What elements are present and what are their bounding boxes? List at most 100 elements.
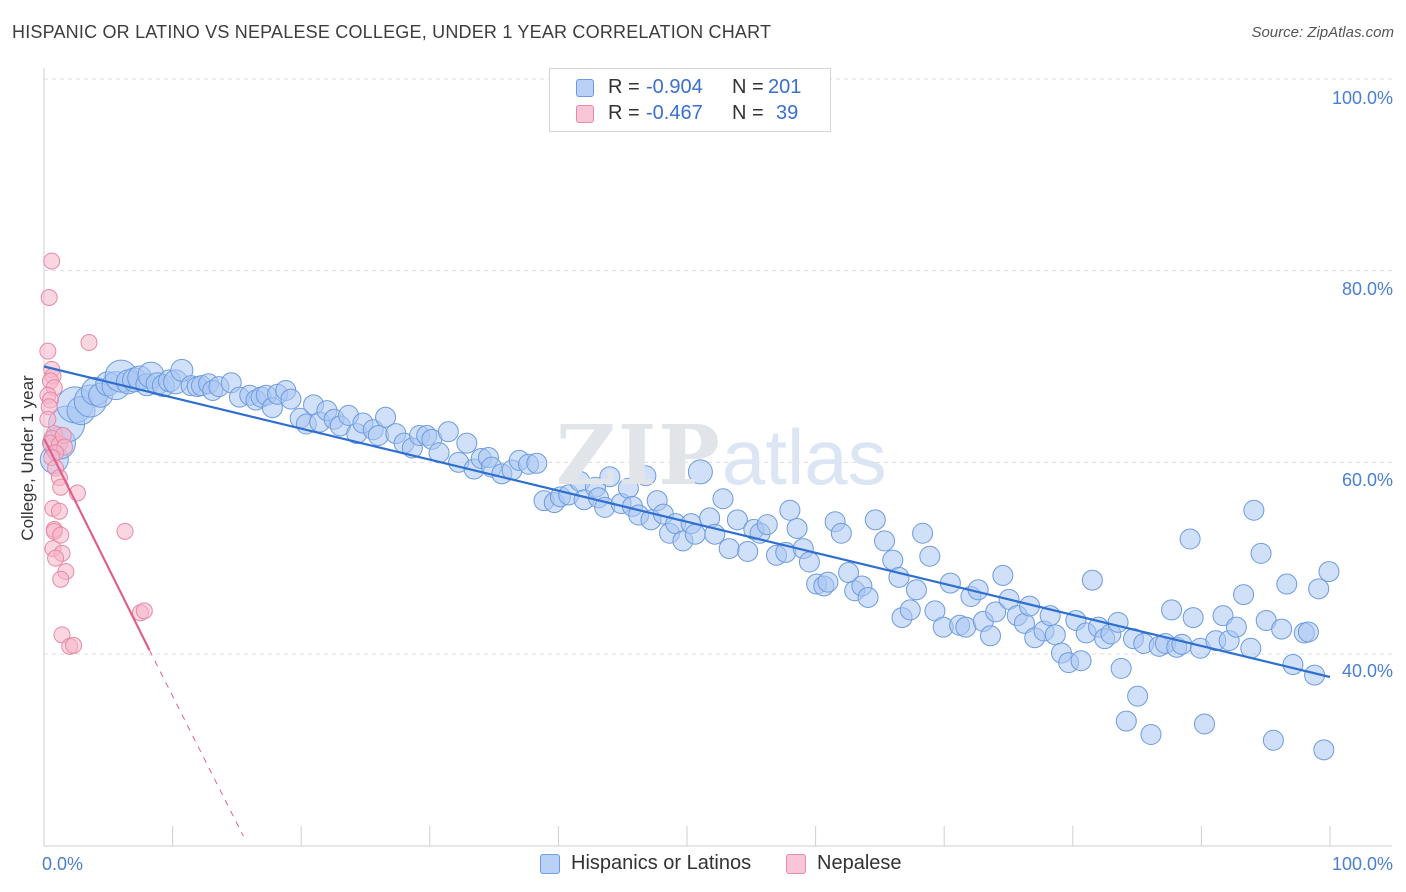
hispanic-point [1308,578,1330,600]
nepalese-point [40,289,58,306]
tick-labels: 100.0% 80.0% 60.0% 40.0% 0.0% 100.0% [42,88,1393,874]
nepalese-point [39,342,57,360]
hispanic-point [992,564,1014,586]
hispanic-point [1171,633,1193,655]
legend-n-label: N = [732,76,764,98]
hispanic-point [718,538,740,560]
nepalese-trend-extension [149,649,244,837]
hispanic-point [817,571,839,593]
y-tick-60: 60.0% [1342,470,1393,490]
x-tick-0: 0.0% [42,854,83,874]
legend-n-value: 201 [768,76,802,98]
hispanic-point [899,599,921,621]
hispanic-point [786,517,808,539]
hispanic-point [1250,542,1272,564]
nepalese-points [39,252,153,655]
hispanic-point [1297,621,1319,643]
nepalese-point [47,549,65,567]
hispanic-trend-line [43,365,1331,679]
y-tick-80: 80.0% [1342,279,1393,299]
hispanic-point [712,488,734,510]
hispanic-point [437,421,459,443]
hispanic-points [39,358,1340,761]
bottom-legend-label-nepalese: Nepalese [817,852,902,874]
hispanic-point [1179,528,1201,550]
legend-r-label: R = [608,76,640,98]
nepalese-trend-line [43,437,151,651]
hispanic-point [526,452,548,474]
y-axis-label: College, Under 1 year [18,375,37,541]
nepalese-point [116,522,134,540]
hispanic-point [1193,713,1215,735]
hispanic-point [1212,605,1234,627]
hispanic-point [1276,573,1298,595]
hispanic-point [367,425,389,446]
hispanic-point [798,551,820,573]
nepalese-point [80,334,98,352]
correlation-legend: R = -0.904 N = 201 R = -0.467 N = 39 [549,68,831,132]
grid-lines [44,78,1392,655]
hispanic-point [905,579,927,601]
hispanic-point [1282,654,1304,676]
watermark: ZIPatlas [556,408,887,504]
nepalese-point [52,570,70,588]
hispanic-point [280,388,302,410]
nepalese-point [65,636,83,654]
bottom-legend-swatch-nepalese [786,854,806,874]
hispanic-point [1110,657,1132,679]
hispanic-point [1127,685,1149,707]
source-credit: Source: ZipAtlas.com [1251,24,1394,41]
hispanic-point [1233,584,1255,606]
y-tick-40: 40.0% [1342,661,1393,681]
legend-r-label: R = [608,102,640,124]
hispanic-point [1271,618,1293,640]
nepalese-point [43,252,61,270]
hispanic-point [1313,739,1335,761]
legend-n-value: 39 [776,102,799,124]
hispanic-point [912,522,934,544]
hispanic-point [830,522,852,544]
hispanic-point [919,545,941,567]
hispanic-point [1243,499,1265,521]
legend-swatch-hispanic [576,79,594,97]
hispanic-point [857,586,879,608]
nepalese-point [39,410,57,428]
hispanic-point [1262,729,1284,751]
hispanic-point [955,616,977,638]
legend-r-value: -0.904 [646,76,703,98]
legend-row-hispanic: R = -0.904 N = 201 [550,75,830,101]
hispanic-point [684,523,706,545]
hispanic-point [1107,611,1129,633]
legend-row-nepalese: R = -0.467 N = 39 [550,101,830,127]
hispanic-point [1115,710,1137,732]
hispanic-point [1070,650,1092,672]
hispanic-point [864,509,886,531]
hispanic-point [1140,724,1162,745]
hispanic-point [1318,561,1340,583]
hispanic-point [1182,607,1204,629]
legend-swatch-nepalese [576,105,594,123]
hispanic-point [779,499,801,521]
hispanic-point [599,466,621,488]
x-tick-100: 100.0% [1332,854,1393,874]
hispanic-point [985,601,1007,623]
hispanic-point [1044,624,1066,646]
hispanic-point [375,406,397,428]
hispanic-point [1161,599,1183,621]
hispanic-point [687,459,713,485]
hispanic-point [874,530,896,552]
hispanic-point [635,465,657,487]
y-tick-100: 100.0% [1332,88,1393,108]
hispanic-point [979,625,1001,647]
hispanic-point [726,509,748,531]
bottom-legend-label-hispanic: Hispanics or Latinos [571,852,752,874]
bottom-legend-swatch-hispanic [540,854,560,874]
hispanic-point [456,432,478,454]
nepalese-point [50,502,68,520]
chart-title: HISPANIC OR LATINO VS NEPALESE COLLEGE, … [12,22,772,42]
hispanic-point [737,540,759,562]
hispanic-point [1081,569,1103,591]
nepalese-point [135,602,153,620]
legend-r-value: -0.467 [646,102,703,124]
